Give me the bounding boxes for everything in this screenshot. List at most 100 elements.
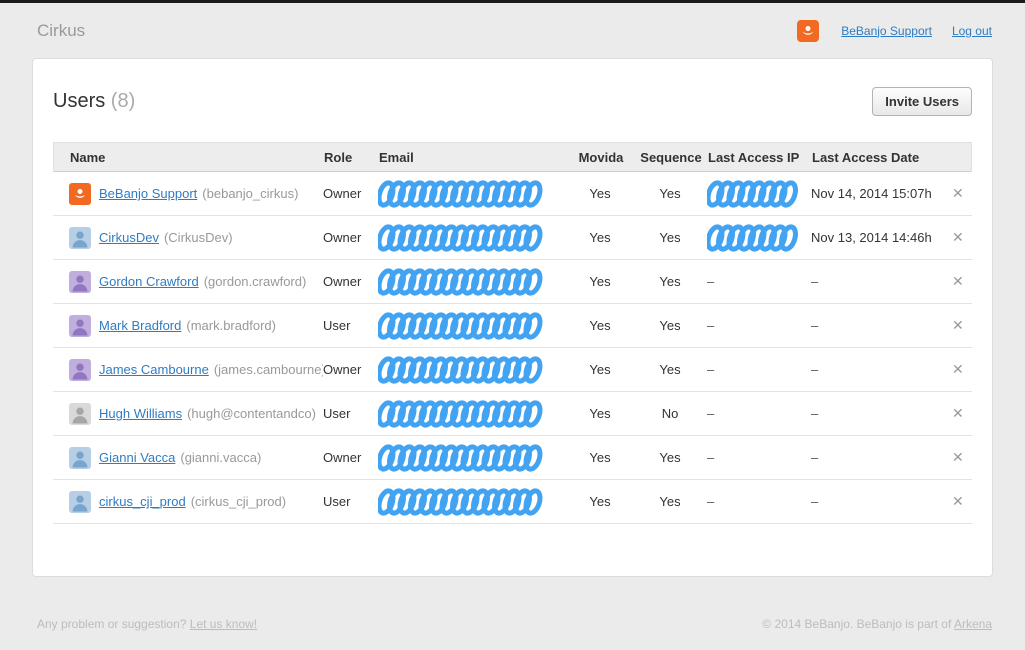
user-avatar [69,226,91,249]
user-name-link[interactable]: Hugh Williams [99,406,183,421]
table-body: BeBanjo Support (bebanjo_cirkus) Owner Y… [53,172,972,524]
user-movida: Yes [589,406,611,421]
invite-users-button[interactable]: Invite Users [872,87,972,116]
user-username: (hugh@contentandco) [187,406,316,421]
table-row: James Cambourne (james.cambourne) Owner … [53,348,972,392]
user-name-link[interactable]: cirkus_cji_prod [99,494,186,509]
user-name-link[interactable]: Gianni Vacca [99,450,176,465]
user-email-redacted [378,443,567,472]
user-email-redacted [378,487,567,516]
user-avatar [69,270,91,293]
logout-link[interactable]: Log out [951,23,992,38]
user-last-access-ip [707,223,811,252]
user-email-redacted [378,355,567,384]
user-last-access-ip: – [707,274,715,289]
delete-user-icon[interactable]: ✕ [952,449,964,465]
user-username: (cirkus_cji_prod) [190,494,287,509]
top-stripe [0,0,1025,3]
header-movida: Movida [578,149,624,165]
user-last-access-ip: – [707,450,715,465]
table-header-row: Name Role Email Movida Sequence Last Acc… [53,142,972,172]
users-card: Users (8) Invite Users Name Role Email M… [32,58,993,577]
user-movida: Yes [589,230,611,245]
user-email-redacted [378,223,567,252]
table-row: cirkus_cji_prod (cirkus_cji_prod) User Y… [53,480,972,524]
user-avatar [69,402,91,425]
user-email-redacted [378,267,567,296]
arkena-link[interactable]: Arkena [953,617,992,631]
user-last-access-date: – [811,450,819,465]
users-count: (8) [110,90,136,112]
user-name-link[interactable]: BeBanjo Support [99,186,198,201]
delete-user-icon[interactable]: ✕ [952,405,964,421]
user-avatar [69,182,91,205]
user-sequence: Yes [659,450,681,465]
user-movida: Yes [589,450,611,465]
page-title: Users (8) [53,90,135,113]
user-email-redacted [378,179,567,208]
card-header: Users (8) Invite Users [53,59,972,142]
user-username: (mark.bradford) [186,318,276,333]
user-movida: Yes [589,186,611,201]
user-last-access-date: Nov 14, 2014 15:07h [811,186,932,201]
delete-user-icon[interactable]: ✕ [952,317,964,333]
let-us-know-link[interactable]: Let us know! [189,617,258,631]
user-last-access-date: – [811,406,819,421]
delete-user-icon[interactable]: ✕ [952,273,964,289]
table-row: BeBanjo Support (bebanjo_cirkus) Owner Y… [53,172,972,216]
user-username: (gordon.crawford) [203,274,307,289]
topbar: Cirkus BeBanjo Support Log out [0,3,1025,58]
user-avatar [69,446,91,469]
user-name-link[interactable]: James Cambourne [99,362,209,377]
user-last-access-date: – [811,362,819,377]
user-last-access-ip: – [707,406,715,421]
user-role: User [323,494,351,509]
header-last-access-date: Last Access Date [812,149,920,165]
user-last-access-ip: – [707,318,715,333]
table-row: CirkusDev (CirkusDev) Owner Yes Yes Nov … [53,216,972,260]
user-sequence: Yes [659,494,681,509]
table-row: Gordon Crawford (gordon.crawford) Owner … [53,260,972,304]
header-sequence: Sequence [640,149,702,165]
header-role: Role [324,149,353,165]
bebanjo-logo-icon [797,19,820,42]
footer-right: © 2014 BeBanjo. BeBanjo is part of Arken… [762,617,992,631]
user-sequence: Yes [659,362,681,377]
delete-user-icon[interactable]: ✕ [952,361,964,377]
user-avatar [69,490,91,513]
delete-user-icon[interactable]: ✕ [952,493,964,509]
footer-left: Any problem or suggestion? Let us know! [37,617,257,631]
user-role: Owner [323,450,362,465]
user-name-link[interactable]: Gordon Crawford [99,274,199,289]
user-last-access-ip: – [707,362,715,377]
user-last-access-date: – [811,494,819,509]
delete-user-icon[interactable]: ✕ [952,229,964,245]
user-name-link[interactable]: CirkusDev [99,230,159,245]
delete-user-icon[interactable]: ✕ [952,185,964,201]
user-name-link[interactable]: Mark Bradford [99,318,182,333]
user-username: (bebanjo_cirkus) [202,186,299,201]
user-movida: Yes [589,318,611,333]
user-email-redacted [378,399,567,428]
support-link[interactable]: BeBanjo Support [841,23,932,38]
user-role: User [323,406,351,421]
topnav: BeBanjo Support Log out [797,19,992,42]
user-movida: Yes [589,362,611,377]
footer-copyright-text: © 2014 BeBanjo. BeBanjo is part of [762,617,952,631]
user-avatar [69,314,91,337]
user-sequence: Yes [659,230,681,245]
header-last-access-ip: Last Access IP [708,149,800,165]
user-role: Owner [323,230,362,245]
user-last-access-ip: – [707,494,715,509]
brand-title: Cirkus [37,20,86,40]
user-movida: Yes [589,494,611,509]
user-username: (james.cambourne) [213,362,323,377]
users-table: Name Role Email Movida Sequence Last Acc… [53,142,972,524]
user-email-redacted [378,311,567,340]
user-role: Owner [323,274,362,289]
user-last-access-date: – [811,318,819,333]
user-avatar [69,358,91,381]
table-row: Hugh Williams (hugh@contentandco) User Y… [53,392,972,436]
footer: Any problem or suggestion? Let us know! … [0,617,1025,631]
user-role: User [323,318,351,333]
